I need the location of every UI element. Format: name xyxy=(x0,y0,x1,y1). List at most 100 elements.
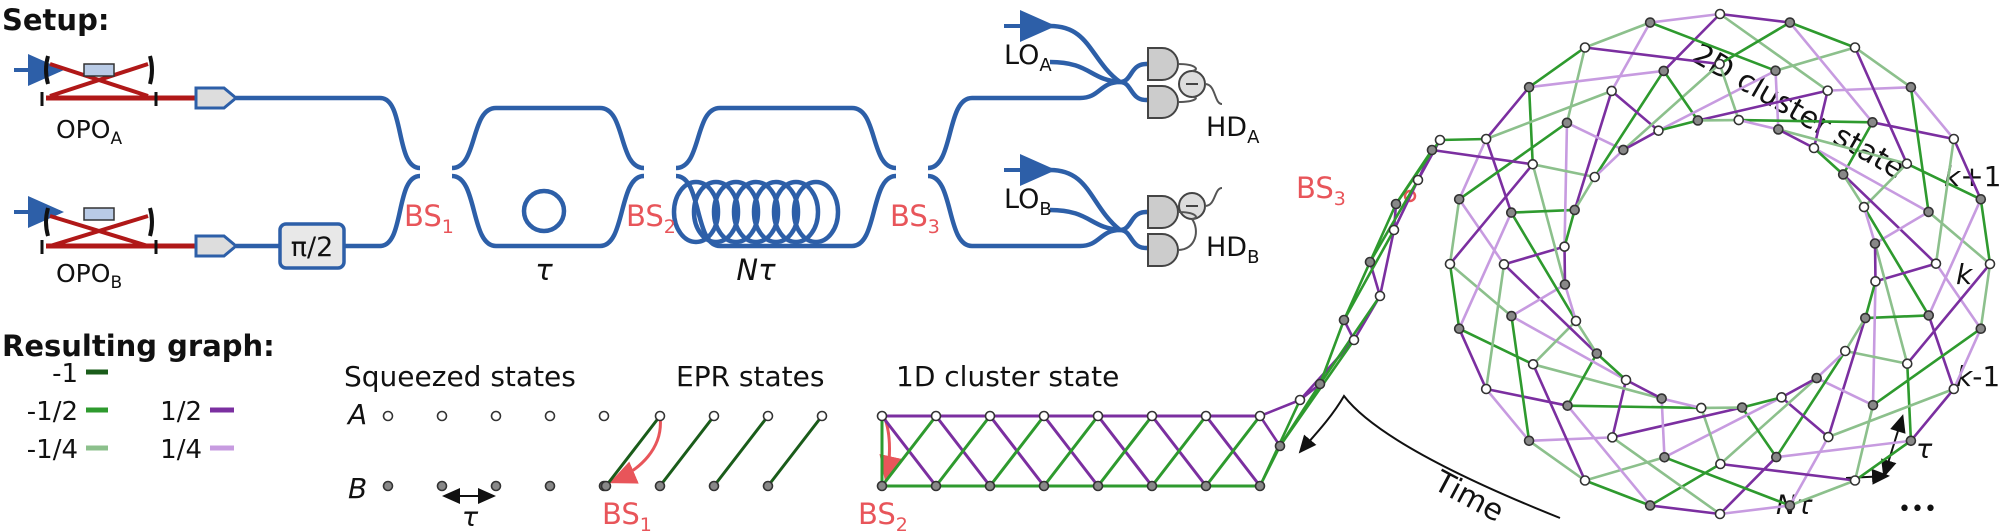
cluster2d-node xyxy=(1984,258,1996,270)
transition-node xyxy=(1374,290,1386,302)
cluster2d-edge xyxy=(1611,436,1722,516)
cluster2d-node xyxy=(1523,435,1535,447)
cluster2d-node xyxy=(1776,392,1787,403)
setup-title: Setup: xyxy=(2,3,109,37)
cluster1d-edge xyxy=(1096,414,1154,488)
cluster2d-edge xyxy=(1648,12,1722,24)
cluster2d-edge xyxy=(1610,21,1652,93)
ring-ellipsis: ••• xyxy=(1898,497,1937,522)
cluster2d-node xyxy=(1733,114,1745,126)
cluster2d-edge xyxy=(1718,21,1792,66)
cluster2d-node xyxy=(1618,144,1629,156)
cluster2d-edge xyxy=(1663,455,1792,507)
cluster2d-edge xyxy=(1812,146,1845,176)
cluster2d-edge xyxy=(1718,12,1829,92)
cluster2d-edge xyxy=(1871,327,1983,407)
cluster2d-edge xyxy=(1593,148,1625,179)
cluster2d-edge xyxy=(1657,69,1777,132)
cluster1d-node-b xyxy=(1254,480,1266,492)
cluster2d-node xyxy=(1823,431,1834,443)
squeezed-node-b xyxy=(544,480,556,492)
epr-node-b xyxy=(708,480,720,492)
transition-edge xyxy=(1318,318,1346,386)
squeezed-node-b xyxy=(382,480,394,492)
cluster2d-edge xyxy=(1484,89,1613,141)
cluster2d-edge xyxy=(1583,46,1721,66)
fiber-coupler-b-icon xyxy=(194,234,239,258)
cluster1d-edge xyxy=(880,414,938,488)
cluster1d-node-a xyxy=(1254,410,1266,422)
cluster2d-node xyxy=(1453,323,1465,335)
cluster1d-node-b xyxy=(984,480,996,492)
cluster2d-node xyxy=(1591,348,1603,359)
cluster2d-edge xyxy=(1719,376,1818,466)
cluster2d-edge xyxy=(1611,406,1744,439)
epr-node-a xyxy=(708,410,720,422)
squeezed-node-a xyxy=(490,410,502,422)
cluster1d-node-a xyxy=(1146,410,1158,422)
transition-edge xyxy=(1378,228,1396,298)
cluster2d-edge xyxy=(1827,316,1867,439)
cluster2d-edge xyxy=(1648,21,1777,73)
cluster1d-edge xyxy=(988,414,1046,488)
cluster2d-edge xyxy=(1566,404,1652,507)
bs3-marker xyxy=(1403,189,1417,203)
opo-a-label: OPOA xyxy=(56,115,122,149)
tau-spacing-label: τ xyxy=(462,502,479,531)
cluster2d-node xyxy=(1869,238,1881,249)
cluster2d-node xyxy=(1822,85,1833,96)
tau-delay-label: τ xyxy=(535,253,553,287)
cluster2d-node xyxy=(1562,400,1573,411)
cluster2d-edge xyxy=(1510,314,1531,443)
cluster2d-edge xyxy=(1622,62,1721,152)
cluster2d-edge xyxy=(1457,327,1488,391)
fiber-network xyxy=(236,59,1148,251)
cluster2d-node xyxy=(1784,500,1796,511)
transition-node xyxy=(1274,440,1286,452)
cluster1d-edge xyxy=(1204,414,1262,488)
cluster2d-edge xyxy=(1574,319,1599,355)
legend-w-m1-label: -1 xyxy=(52,359,78,389)
cluster2d-node xyxy=(1736,402,1748,413)
cluster2d-edge xyxy=(1934,137,1956,265)
cluster2d-edge xyxy=(1484,387,1569,407)
lo-a-label: LOA xyxy=(1004,40,1052,76)
cluster2d-node xyxy=(1570,315,1582,327)
cluster2d-node xyxy=(1523,81,1535,93)
cluster2d-node xyxy=(1569,204,1580,216)
transition-node xyxy=(1434,134,1446,146)
cluster2d-node xyxy=(1579,42,1591,53)
cluster2d-edge xyxy=(1527,436,1614,443)
cluster2d-edge xyxy=(1430,148,1535,166)
cluster2d-node xyxy=(1784,17,1796,28)
cluster2d-edge xyxy=(1565,46,1587,125)
cluster2d-edge xyxy=(1448,197,1461,266)
cluster2d-edge xyxy=(1788,21,1857,49)
transition-edge xyxy=(1258,398,1302,418)
row-b-label: B xyxy=(348,472,367,505)
cluster2d-node xyxy=(1620,374,1632,386)
epr-node-a xyxy=(762,410,774,422)
cluster1d-node-b xyxy=(1146,480,1158,492)
cluster2d-edge xyxy=(1979,262,1992,331)
cluster2d-edge xyxy=(1438,137,1488,142)
time-label: Time xyxy=(1427,464,1509,530)
cluster2d-node xyxy=(1849,42,1861,53)
cluster2d-edge xyxy=(1826,85,1913,92)
cluster2d-node xyxy=(1644,17,1656,28)
cluster2d-edge xyxy=(1927,197,1983,317)
transition-edge xyxy=(1342,228,1396,322)
cluster2d-node xyxy=(1659,451,1670,463)
cluster2d-edge xyxy=(1740,396,1783,409)
homodyne-b-icon xyxy=(1147,187,1223,267)
cluster1d-node-a xyxy=(1200,410,1212,422)
cluster2d-edge xyxy=(1622,129,1660,152)
cluster2d-edge xyxy=(1853,403,1875,482)
epr-edge xyxy=(712,414,770,488)
bs1-graph-label: BS1 xyxy=(602,497,652,531)
cluster2d-node xyxy=(1714,58,1725,70)
cluster2d-node xyxy=(1453,193,1465,205)
cluster1d-node-b xyxy=(1038,480,1050,492)
cluster2d-edge xyxy=(1862,205,1931,317)
cluster2d-node xyxy=(1867,117,1878,128)
